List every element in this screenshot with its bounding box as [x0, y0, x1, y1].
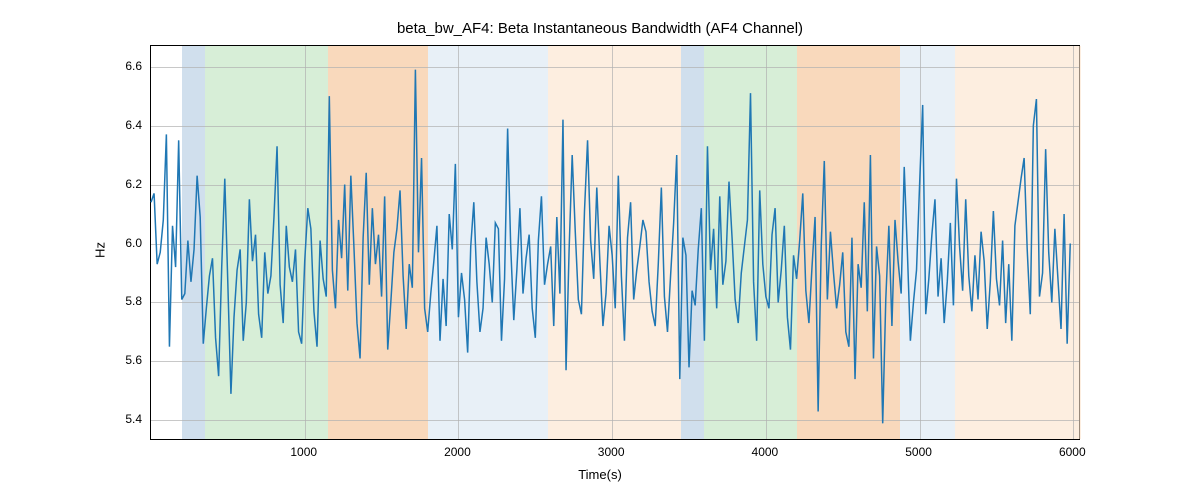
line-series [151, 46, 1079, 439]
x-tick-label: 3000 [598, 445, 625, 459]
x-tick-label: 5000 [905, 445, 932, 459]
y-tick-label: 5.8 [125, 294, 142, 308]
x-tick-label: 1000 [290, 445, 317, 459]
x-tick-label: 6000 [1059, 445, 1086, 459]
y-tick-label: 5.6 [125, 353, 142, 367]
y-tick-label: 6.6 [125, 59, 142, 73]
x-axis-label: Time(s) [0, 467, 1200, 482]
x-tick-label: 2000 [444, 445, 471, 459]
x-tick-label: 4000 [752, 445, 779, 459]
y-axis-label: Hz [93, 242, 108, 258]
figure: beta_bw_AF4: Beta Instantaneous Bandwidt… [0, 0, 1200, 500]
plot-area [150, 45, 1080, 440]
chart-title: beta_bw_AF4: Beta Instantaneous Bandwidt… [0, 20, 1200, 37]
y-tick-label: 6.2 [125, 177, 142, 191]
y-tick-label: 6.0 [125, 236, 142, 250]
y-tick-label: 6.4 [125, 118, 142, 132]
y-tick-label: 5.4 [125, 412, 142, 426]
